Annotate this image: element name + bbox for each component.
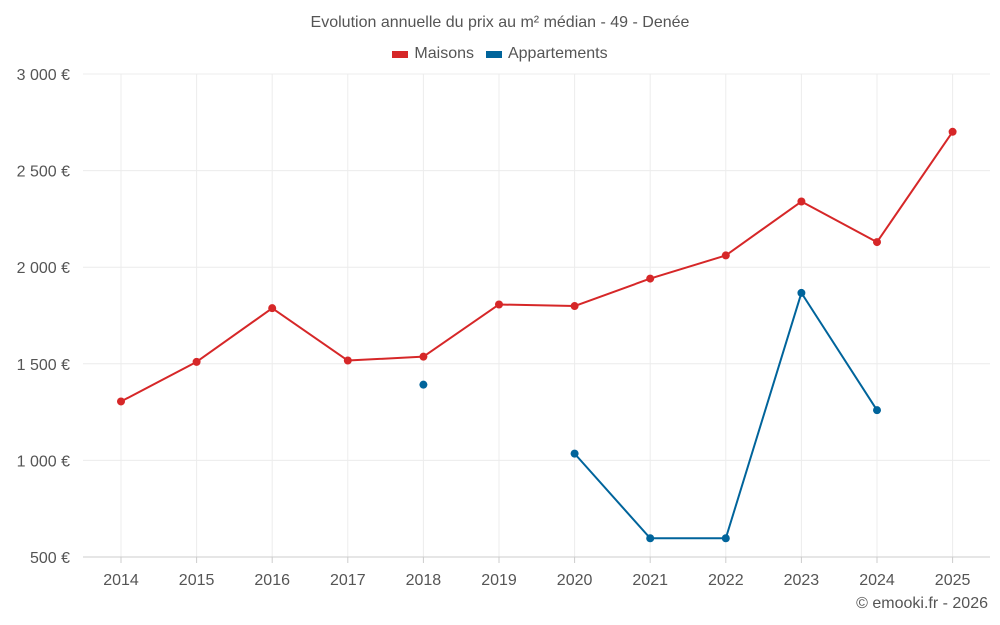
credit-text: © emooki.fr - 2026	[856, 595, 988, 612]
y-tick-label: 500 €	[30, 550, 70, 567]
x-tick-label: 2020	[557, 572, 593, 589]
x-tick-label: 2024	[859, 572, 895, 589]
y-tick-label: 3 000 €	[17, 67, 70, 84]
data-point	[268, 304, 277, 313]
legend: Maisons Appartements	[0, 45, 1000, 63]
data-point	[873, 238, 881, 247]
data-point	[419, 352, 428, 361]
series-line-segment	[120, 360, 198, 403]
series-line-segment	[195, 307, 274, 363]
legend-item-appartements[interactable]: Appartements	[485, 45, 608, 63]
x-tick-label: 2021	[632, 572, 668, 589]
data-point	[343, 356, 352, 365]
y-tick-label: 2 000 €	[17, 260, 70, 277]
x-tick-label: 2022	[708, 572, 744, 589]
series-line-segment	[271, 307, 349, 362]
x-tick-label: 2016	[254, 572, 290, 589]
series-line-segment	[573, 452, 652, 540]
y-tick-label: 1 000 €	[17, 453, 70, 470]
legend-label-appartements: Appartements	[507, 45, 608, 62]
legend-label-maisons: Maisons	[414, 45, 474, 62]
series-line-segment	[573, 277, 652, 308]
data-point	[646, 274, 655, 283]
chart-title: Evolution annuelle du prix au m² médian …	[310, 14, 690, 31]
series-line-segment	[800, 200, 878, 244]
series-line-segment	[724, 291, 803, 540]
data-point	[192, 357, 201, 366]
x-tick-label: 2025	[935, 572, 971, 589]
series-line-segment	[876, 130, 954, 244]
data-point	[948, 127, 957, 136]
x-tick-label: 2023	[784, 572, 820, 589]
y-tick-label: 2 500 €	[17, 164, 70, 181]
x-tick-label: 2017	[330, 572, 366, 589]
data-point	[721, 251, 730, 260]
series-line-segment	[649, 254, 727, 280]
x-tick-label: 2018	[406, 572, 442, 589]
series-line-segment	[724, 200, 803, 257]
data-point	[495, 300, 503, 309]
y-tick-label: 1 500 €	[17, 357, 70, 374]
series-line-segment	[498, 303, 576, 308]
x-tick-label: 2014	[103, 572, 139, 589]
data-point	[797, 288, 806, 297]
legend-item-maisons[interactable]: Maisons	[392, 45, 474, 63]
data-point	[721, 534, 730, 543]
series-maisons	[117, 127, 957, 406]
data-point	[797, 197, 806, 206]
series-appartements	[419, 288, 881, 543]
series-line-segment	[422, 303, 500, 358]
x-tick-label: 2015	[179, 572, 215, 589]
data-point	[117, 397, 125, 406]
x-tick-label: 2019	[481, 572, 517, 589]
data-point	[646, 534, 655, 543]
series-line-segment	[346, 355, 425, 362]
data-point	[570, 302, 579, 311]
data-point	[570, 449, 579, 458]
data-point	[419, 380, 428, 389]
legend-swatch-maisons	[392, 50, 409, 58]
series-line-segment	[800, 291, 878, 412]
legend-swatch-appartements	[485, 50, 502, 58]
data-point	[873, 406, 881, 415]
